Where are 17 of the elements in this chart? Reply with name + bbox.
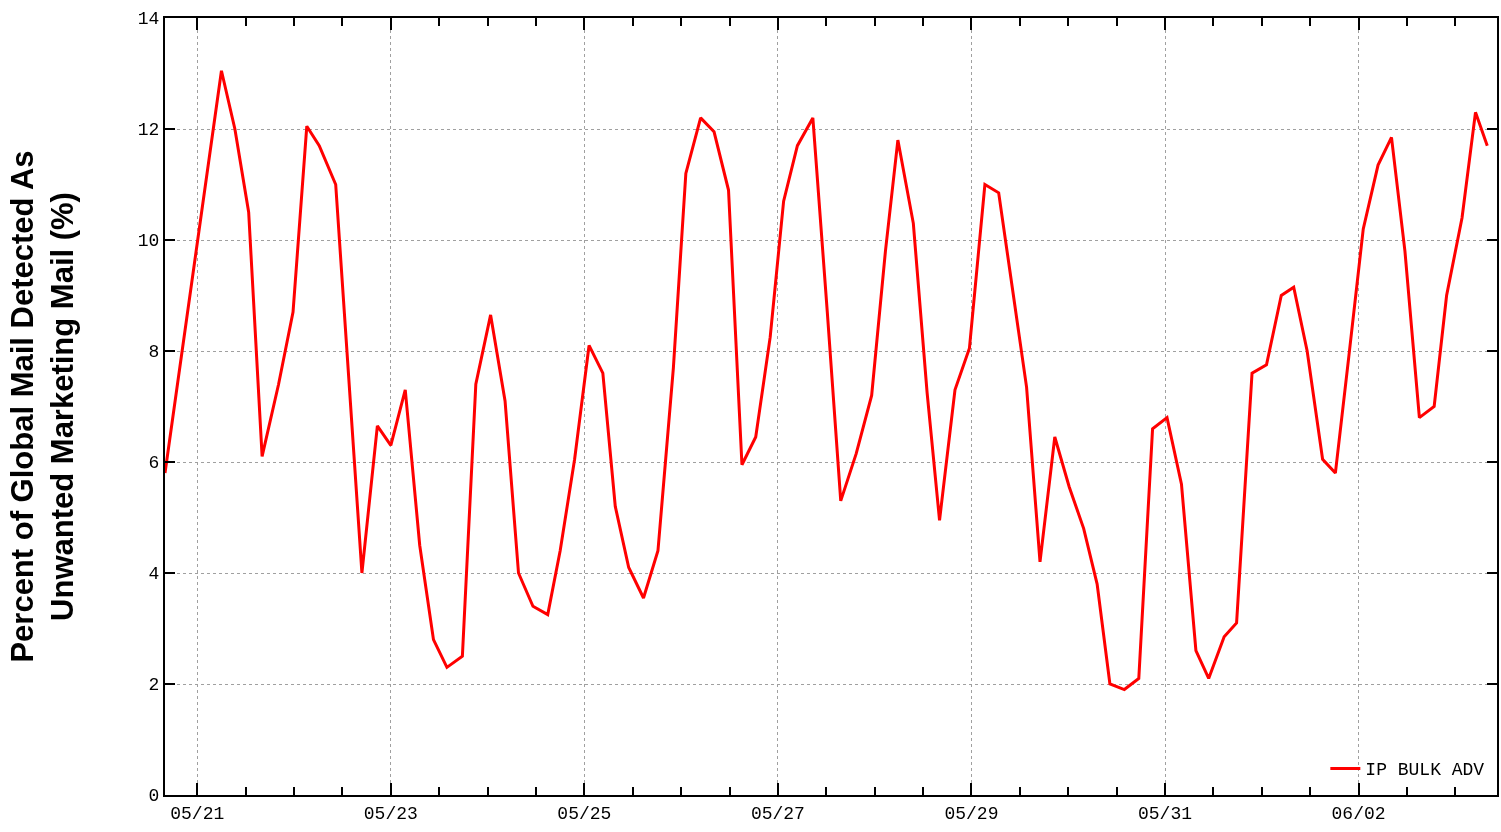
- y-tick-label: 6: [148, 453, 160, 474]
- x-tick-label: 06/02: [1331, 803, 1386, 824]
- y-tick-label: 12: [137, 120, 160, 141]
- y-tick-label: 8: [148, 342, 160, 363]
- x-tick-label: 05/31: [1138, 803, 1193, 824]
- legend-label: IP BULK ADV: [1365, 760, 1485, 781]
- y-tick-label: 0: [148, 786, 160, 807]
- y-tick-label: 14: [137, 9, 160, 30]
- x-tick-label: 05/21: [170, 803, 225, 824]
- x-tick-label: 05/25: [557, 803, 612, 824]
- y-tick-label: 2: [148, 675, 160, 696]
- x-tick-label: 05/29: [944, 803, 999, 824]
- y-axis-title: Percent of Global Mail Detected As Unwanted Marketing Mail (%): [4, 150, 80, 663]
- x-tick-label: 05/23: [363, 803, 418, 824]
- y-tick-label: 4: [148, 564, 160, 585]
- x-tick-label: 05/27: [750, 803, 805, 824]
- y-tick-label: 10: [137, 231, 160, 252]
